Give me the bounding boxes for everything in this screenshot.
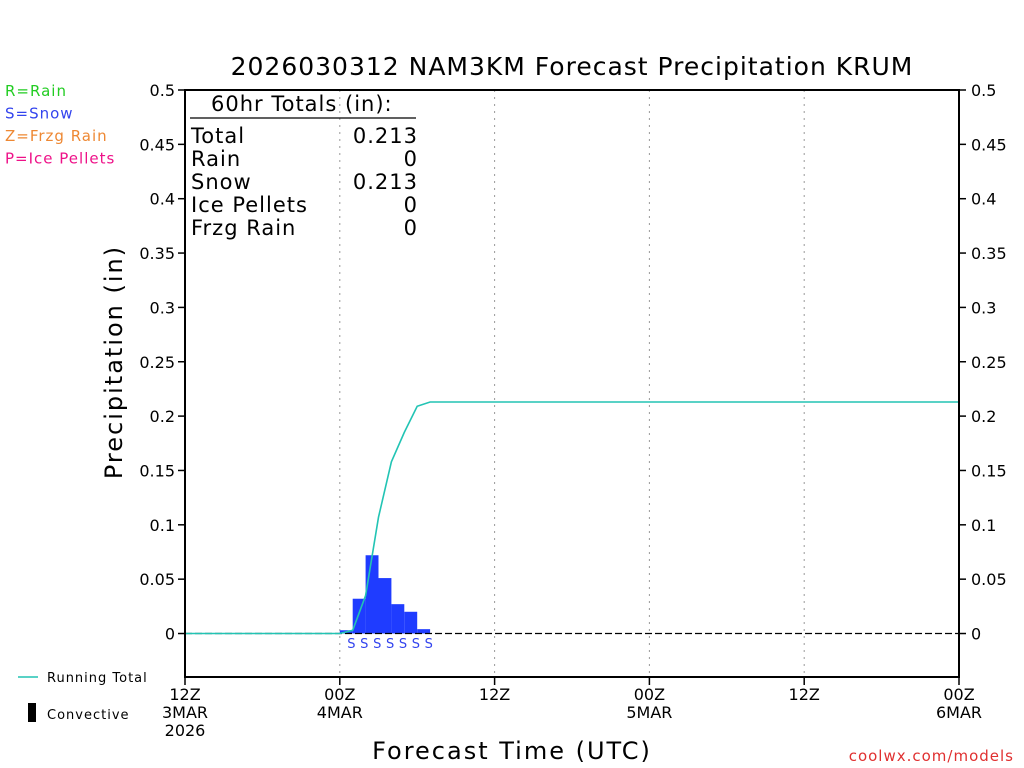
totals-row-value: 0	[404, 147, 418, 171]
precip-bar	[391, 604, 405, 634]
ptype-legend-item: P=Ice Pellets	[5, 150, 115, 168]
x-tick-label: 00Z	[634, 685, 665, 704]
ptype-marker: S	[373, 637, 381, 652]
totals-row-label: Snow	[191, 170, 252, 194]
x-tick-label: 6MAR	[936, 703, 982, 722]
totals-row-value: 0.213	[353, 170, 418, 194]
y-tick-label-right: 0.15	[971, 461, 1007, 480]
x-axis-label: Forecast Time (UTC)	[372, 737, 652, 765]
x-tick-label: 00Z	[943, 685, 974, 704]
x-tick-label: 5MAR	[626, 703, 672, 722]
ptype-legend: R=Rain S=Snow Z=Frzg Rain P=Ice Pellets	[5, 82, 115, 168]
y-tick-label-right: 0.5	[971, 81, 996, 100]
ptype-marker: S	[347, 637, 355, 652]
y-tick-label: 0	[165, 625, 175, 644]
y-tick-label: 0.05	[139, 570, 175, 589]
x-tick-label: 12Z	[169, 685, 200, 704]
watermark: coolwx.com/models	[849, 747, 1014, 765]
totals-row-label: Ice Pellets	[191, 193, 308, 217]
ptype-marker: S	[399, 637, 407, 652]
ptype-legend-item: R=Rain	[5, 82, 67, 100]
y-tick-label-right: 0.05	[971, 570, 1007, 589]
precip-bar	[352, 598, 366, 634]
y-tick-label: 0.45	[139, 135, 175, 154]
y-tick-label: 0.5	[150, 81, 175, 100]
y-tick-label: 0.35	[139, 244, 175, 263]
ptype-marker: S	[360, 637, 368, 652]
bar-series	[339, 555, 431, 634]
totals-title: 60hr Totals (in):	[211, 92, 393, 116]
y-tick-label: 0.1	[150, 516, 175, 535]
x-tick-label: 2026	[165, 721, 206, 740]
plot-frame	[184, 89, 960, 678]
running-total-legend-label: Running Total	[47, 671, 148, 686]
series-legend: Running Total Convective	[18, 671, 148, 723]
y-ticks-left: 0.5 0.45 0.4 0.35 0.3 0.25 0.2 0.15 0.1 0.05 0	[139, 81, 185, 644]
x-tick-label: 12Z	[479, 685, 510, 704]
x-tick-label: 3MAR	[162, 703, 208, 722]
chart-title: 2026030312 NAM3KM Forecast Precipitation…	[231, 52, 914, 81]
y-tick-label: 0.4	[150, 190, 175, 209]
totals-row-label: Rain	[191, 147, 241, 171]
totals-box: 60hr Totals (in): Total 0.213 Rain 0 Snow 0.2…	[190, 92, 418, 240]
totals-row-label: Total	[190, 124, 245, 148]
x-tick-label: 4MAR	[317, 703, 363, 722]
totals-row-value: 0	[404, 193, 418, 217]
y-tick-label: 0.2	[150, 407, 175, 426]
ptype-legend-item: Z=Frzg Rain	[5, 127, 108, 145]
precip-bar	[417, 629, 431, 634]
convective-legend-swatch	[28, 703, 36, 722]
precip-bar	[365, 555, 379, 634]
x-tick-label: 12Z	[789, 685, 820, 704]
y-tick-label-right: 0	[971, 625, 981, 644]
y-tick-label-right: 0.25	[971, 353, 1007, 372]
y-tick-label-right: 0.1	[971, 516, 996, 535]
y-tick-label-right: 0.45	[971, 135, 1007, 154]
ptype-legend-item: S=Snow	[5, 105, 74, 123]
y-tick-label: 0.25	[139, 353, 175, 372]
y-tick-label: 0.3	[150, 298, 175, 317]
y-tick-label-right: 0.35	[971, 244, 1007, 263]
x-tick-label: 00Z	[324, 685, 355, 704]
totals-row-value: 0	[404, 216, 418, 240]
precip-bar	[404, 611, 418, 634]
ptype-marker: S	[386, 637, 394, 652]
y-tick-label-right: 0.4	[971, 190, 996, 209]
totals-row-label: Frzg Rain	[191, 216, 296, 240]
ptype-marker: S	[412, 637, 420, 652]
ptype-marker: S	[425, 637, 433, 652]
y-tick-label-right: 0.3	[971, 298, 996, 317]
y-axis-label: Precipitation (in)	[100, 245, 128, 479]
y-tick-label: 0.15	[139, 461, 175, 480]
y-ticks-right: 0.5 0.45 0.4 0.35 0.3 0.25 0.2 0.15 0.1 0.05 0	[959, 81, 1007, 644]
convective-legend-label: Convective	[47, 708, 130, 723]
y-tick-label-right: 0.2	[971, 407, 996, 426]
running-total-line	[185, 401, 959, 635]
precip-bar	[378, 578, 392, 634]
totals-row-value: 0.213	[353, 124, 418, 148]
